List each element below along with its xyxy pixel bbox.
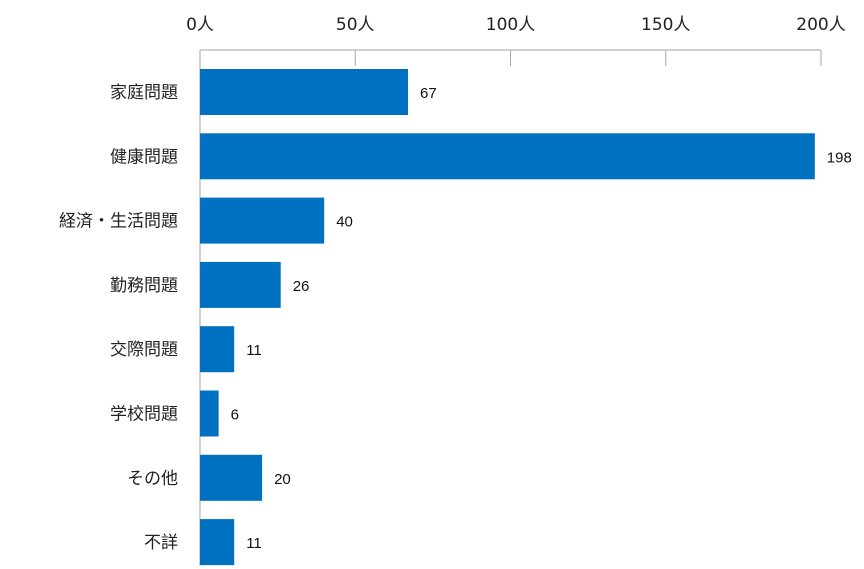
category-label: 経済・生活問題: [59, 212, 178, 232]
x-tick-label: 200人: [796, 15, 845, 35]
bar: [200, 519, 235, 566]
data-label: 198: [827, 149, 852, 166]
category-label: 交際問題: [110, 340, 178, 360]
category-label: 家庭問題: [110, 83, 178, 103]
x-tick-label: 0人: [186, 15, 214, 35]
bar: [200, 390, 219, 437]
data-labels: 67 198 40 26 11 6 20 11: [231, 85, 852, 552]
x-tick-label: 150人: [641, 15, 690, 35]
bar: [200, 69, 408, 115]
category-label: 学校問題: [110, 405, 178, 425]
bar: [200, 454, 263, 501]
category-label: 不詳: [144, 533, 178, 553]
x-tick-label: 50人: [336, 15, 375, 35]
data-label: 26: [293, 278, 310, 295]
category-label: 勤務問題: [110, 276, 178, 296]
bars: [200, 69, 815, 566]
data-label: 6: [231, 407, 239, 424]
data-label: 67: [420, 85, 437, 102]
category-label: 健康問題: [110, 147, 178, 167]
data-label: 40: [336, 214, 353, 231]
bar: [200, 261, 281, 308]
bar: [200, 133, 815, 180]
data-label: 11: [246, 342, 262, 359]
data-label: 20: [274, 471, 291, 488]
data-label: 11: [246, 535, 262, 552]
bar: [200, 326, 235, 373]
x-axis: 0人 50人 100人 150人 200人: [186, 15, 846, 66]
x-tick-label: 100人: [486, 15, 535, 35]
category-label: その他: [127, 469, 178, 489]
bar: [200, 197, 325, 244]
